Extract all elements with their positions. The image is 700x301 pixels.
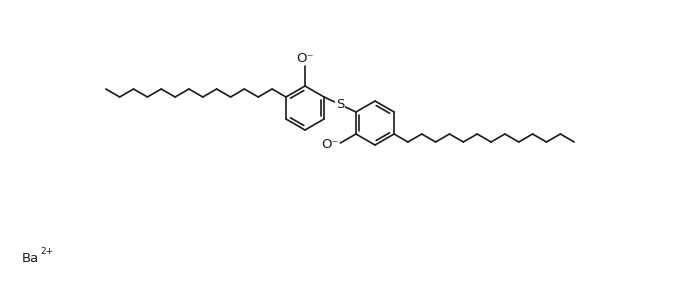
Text: O⁻: O⁻ bbox=[296, 51, 314, 64]
Text: 2+: 2+ bbox=[40, 247, 53, 256]
Text: S: S bbox=[336, 98, 344, 111]
Text: O⁻: O⁻ bbox=[321, 138, 339, 151]
Text: Ba: Ba bbox=[22, 252, 39, 265]
